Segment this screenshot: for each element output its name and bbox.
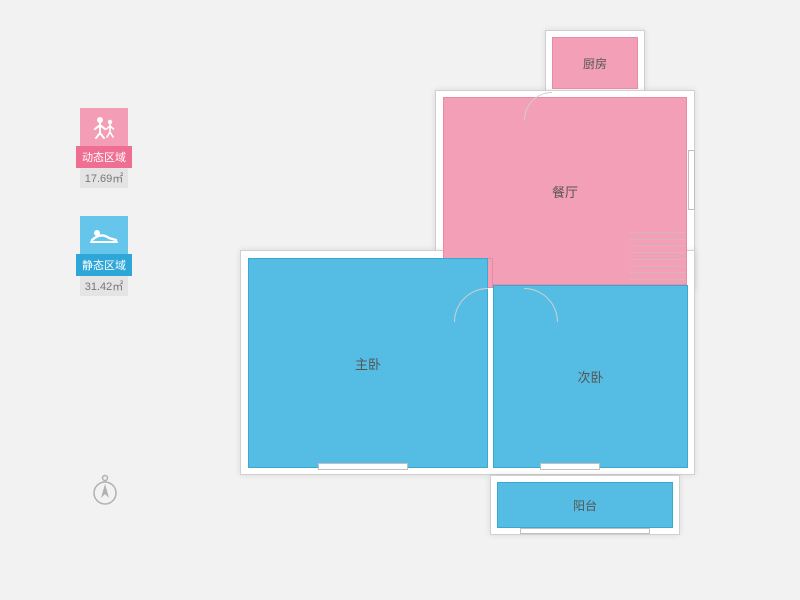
- room-kitchen: 厨房: [552, 37, 638, 89]
- room-label-second-bedroom: 次卧: [577, 367, 603, 386]
- room-label-dining: 餐厅: [552, 182, 578, 201]
- stair-step: [630, 266, 686, 269]
- legend-swatch-dynamic: [80, 108, 128, 146]
- stair-step: [630, 245, 686, 248]
- legend-item-static: 静态区域 31.42㎡: [72, 216, 136, 296]
- stairs: [630, 232, 686, 282]
- room-label-kitchen: 厨房: [583, 55, 607, 72]
- compass-icon: [90, 474, 120, 513]
- legend-value-dynamic: 17.69㎡: [80, 168, 128, 188]
- legend-swatch-static: [80, 216, 128, 254]
- sleep-icon: [89, 224, 119, 246]
- window-master-bottom: [318, 463, 408, 470]
- window-balcony-bottom: [520, 528, 650, 534]
- stair-step: [630, 232, 686, 235]
- room-master-bedroom: 主卧: [248, 258, 488, 468]
- legend-label-static: 静态区域: [76, 254, 132, 276]
- stair-step: [630, 252, 686, 255]
- room-balcony: 阳台: [497, 482, 673, 528]
- stair-step: [630, 272, 686, 275]
- stair-step: [630, 279, 686, 282]
- legend: 动态区域 17.69㎡ 静态区域 31.42㎡: [72, 108, 136, 324]
- room-second-bedroom: 次卧: [493, 285, 688, 468]
- room-label-balcony: 阳台: [573, 497, 597, 514]
- stair-step: [630, 239, 686, 242]
- window-dining-right: [688, 150, 695, 210]
- people-icon: [90, 115, 118, 139]
- stair-step: [630, 259, 686, 262]
- window-second-bottom: [540, 463, 600, 470]
- room-label-master-bedroom: 主卧: [355, 354, 381, 373]
- legend-label-dynamic: 动态区域: [76, 146, 132, 168]
- legend-item-dynamic: 动态区域 17.69㎡: [72, 108, 136, 188]
- legend-value-static: 31.42㎡: [80, 276, 128, 296]
